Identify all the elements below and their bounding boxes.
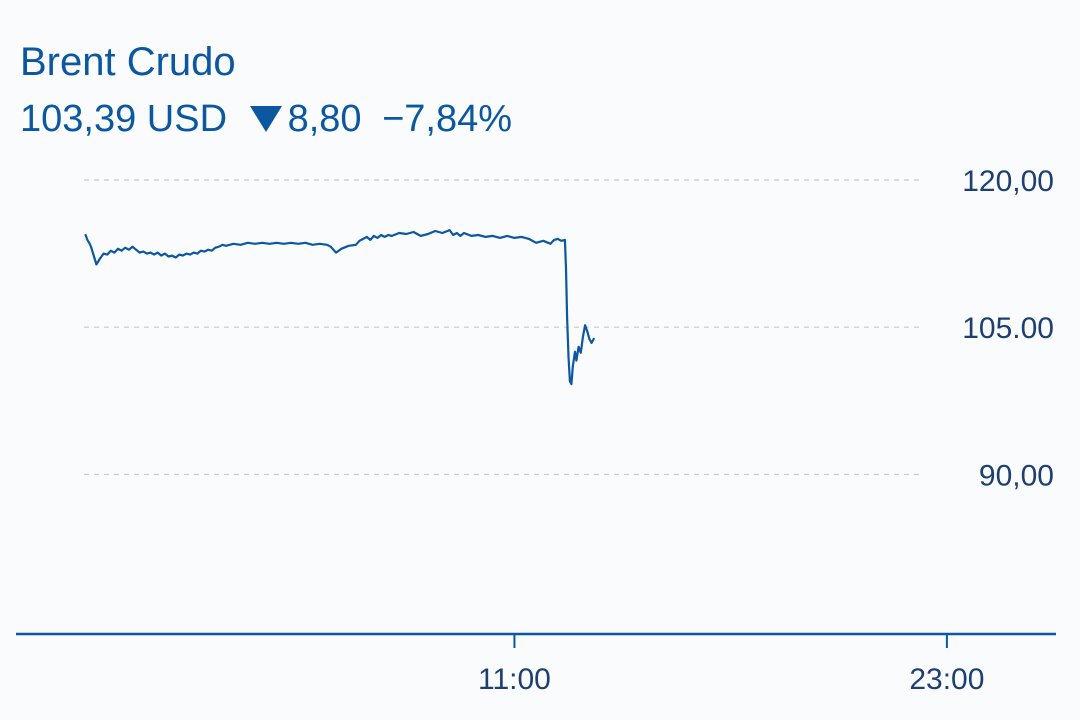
price-change: 8,80 xyxy=(287,97,362,140)
grid-lines xyxy=(84,179,920,476)
x-tick-label-0: 11:00 xyxy=(478,663,551,696)
y-axis-labels: 120,00 105.00 90,00 xyxy=(962,165,1054,492)
quote-line: 103,39 USD 8,80 −7,84% xyxy=(20,94,512,142)
price-change-percent: −7,84% xyxy=(382,97,513,140)
y-tick-label-1: 105.00 xyxy=(962,312,1054,345)
instrument-title: Brent Crudo xyxy=(20,40,236,84)
down-arrow-icon xyxy=(249,105,282,132)
x-axis: 11:00 23:00 xyxy=(16,632,1056,696)
price-value: 103,39 USD xyxy=(20,97,228,140)
y-tick-label-2: 90,00 xyxy=(979,459,1054,492)
series-layer xyxy=(84,229,595,386)
x-tick-label-1: 23:00 xyxy=(909,663,984,696)
y-tick-label-0: 120,00 xyxy=(962,165,1054,198)
quote-header: Brent Crudo 103,39 USD 8,80 −7,84% xyxy=(20,38,512,142)
series-line-0 xyxy=(84,229,595,386)
